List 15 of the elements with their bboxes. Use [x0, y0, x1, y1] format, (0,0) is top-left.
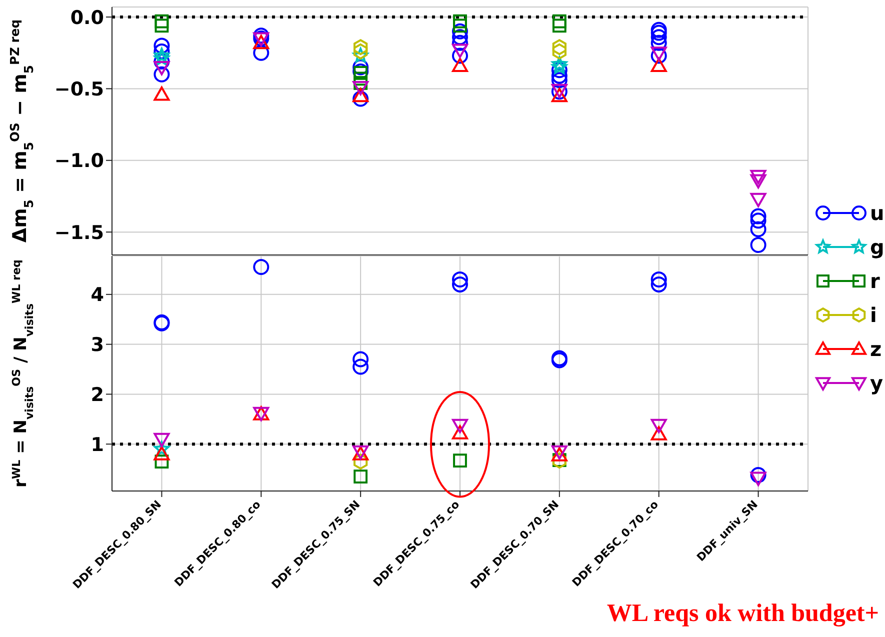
legend-label: g [870, 235, 884, 259]
y-tick-label: 1 [90, 434, 104, 456]
y-tick-label: 0.0 [70, 6, 104, 29]
legend-label: r [870, 269, 880, 293]
y-tick-label: 3 [90, 334, 104, 356]
text: WL reqs ok with budget+ [606, 600, 879, 628]
legend-label: y [870, 371, 884, 395]
legend-label: z [870, 337, 882, 361]
y-tick-label: −1.0 [54, 150, 104, 172]
y-tick-label: −1.5 [54, 222, 104, 244]
y-tick-label: −0.5 [54, 78, 104, 100]
legend-label: i [870, 303, 877, 327]
y-tick-label: 4 [90, 284, 104, 306]
y-tick-label: 2 [90, 384, 104, 406]
legend-label: u [870, 201, 884, 225]
